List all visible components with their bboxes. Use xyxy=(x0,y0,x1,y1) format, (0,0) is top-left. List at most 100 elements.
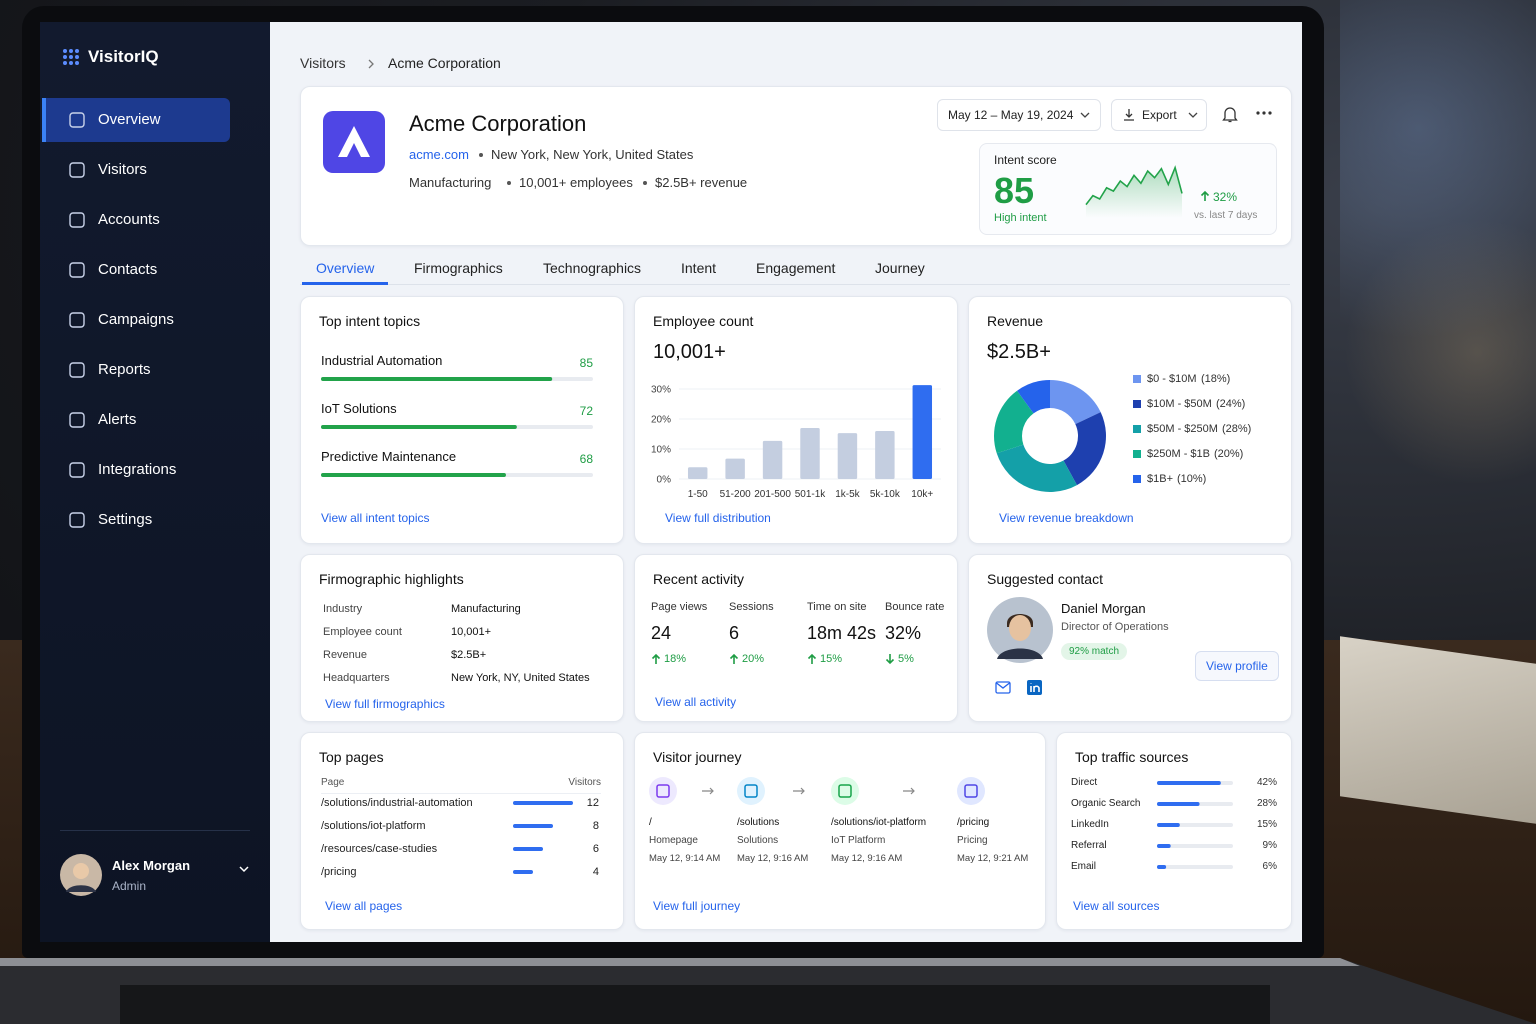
step-icon-glyph xyxy=(744,784,758,798)
source-name: Organic Search xyxy=(1071,798,1141,809)
more-icon[interactable] xyxy=(1255,109,1273,117)
main-panel: Visitors Acme Corporation Acme Corporation… xyxy=(270,22,1302,942)
nav-item[interactable]: Accounts xyxy=(42,198,226,242)
topic-score: 72 xyxy=(579,404,593,418)
tab[interactable]: Engagement xyxy=(756,260,836,276)
company-domain[interactable]: acme.com xyxy=(409,147,469,162)
y-tick-label: 0% xyxy=(657,475,672,486)
revenue-donut xyxy=(994,380,1106,492)
link[interactable]: View all pages xyxy=(325,899,403,913)
contact-avatar xyxy=(987,597,1053,663)
notifications-icon[interactable] xyxy=(1221,105,1239,123)
metric-value: 32% xyxy=(885,623,922,643)
contact-match: 92% match xyxy=(1061,643,1128,660)
download-icon xyxy=(1124,109,1134,121)
tab[interactable]: Intent xyxy=(681,260,717,276)
view-profile-button[interactable]: View profile xyxy=(1195,651,1279,681)
nav-label: Reports xyxy=(98,361,151,378)
legend-value: (18%) xyxy=(1201,373,1231,385)
sparkline-area xyxy=(1086,167,1182,218)
chevron xyxy=(1188,112,1198,118)
brand-dot xyxy=(63,49,67,53)
link[interactable]: View all intent topics xyxy=(321,511,430,525)
chevron xyxy=(1080,112,1090,118)
link[interactable]: View all sources xyxy=(1073,899,1160,913)
nav-item[interactable]: Alerts xyxy=(42,398,226,442)
date-range: May 12 – May 19, 2024 xyxy=(948,108,1074,122)
sparkline xyxy=(1085,165,1183,206)
x-tick-label: 501-1k xyxy=(795,489,827,500)
tabs-border xyxy=(300,284,1290,285)
column-header: Page xyxy=(321,777,345,788)
field-value: $2.5B+ xyxy=(451,649,487,661)
export-button[interactable]: Export xyxy=(1111,99,1207,131)
separator-dot xyxy=(507,181,511,185)
source-track xyxy=(1157,823,1233,827)
step-time: May 12, 9:14 AM xyxy=(649,853,721,864)
nav-icon xyxy=(69,462,85,478)
arrow-shape xyxy=(885,654,895,665)
deck-edge xyxy=(0,958,1360,966)
link[interactable]: View full firmographics xyxy=(325,697,445,711)
dot xyxy=(1256,111,1260,115)
step-icon xyxy=(737,777,765,805)
nav-item[interactable]: Visitors xyxy=(42,148,226,192)
legend-swatch xyxy=(1133,400,1141,408)
link[interactable]: View full distribution xyxy=(665,511,771,525)
user-role: Admin xyxy=(112,879,147,893)
tab[interactable]: Technographics xyxy=(543,260,642,276)
intent-title: Intent score xyxy=(994,153,1057,167)
legend-label: $250M - $1B xyxy=(1147,448,1210,460)
contact-role: Director of Operations xyxy=(1061,621,1169,633)
card-title: Top pages xyxy=(319,749,384,765)
arrow-shape xyxy=(702,787,714,795)
donut-segment xyxy=(1050,380,1101,425)
brand-dot xyxy=(63,61,67,65)
linkedin-icon[interactable] xyxy=(1027,680,1042,695)
tab[interactable]: Overview xyxy=(316,260,375,276)
breadcrumb-link[interactable]: Visitors xyxy=(300,55,346,71)
nav-item[interactable]: Settings xyxy=(42,498,226,542)
donut-segment xyxy=(994,390,1034,454)
revenue-total: $2.5B+ xyxy=(987,341,1051,363)
page-bar-track xyxy=(513,870,533,874)
source-bar xyxy=(1157,865,1167,869)
page-bar xyxy=(513,801,573,805)
download-shape xyxy=(1124,109,1134,121)
date-range-picker[interactable]: May 12 – May 19, 2024 xyxy=(937,99,1101,131)
avatar-body xyxy=(66,885,96,892)
tab[interactable]: Firmographics xyxy=(414,260,503,276)
card-title: Top intent topics xyxy=(319,313,421,329)
source-track xyxy=(1157,802,1233,806)
linkedin-mark xyxy=(1030,683,1040,692)
topic-track xyxy=(321,377,593,381)
nav-item[interactable]: Campaigns xyxy=(42,298,226,342)
step-time: May 12, 9:16 AM xyxy=(831,853,903,864)
arrow-up-icon xyxy=(651,653,661,664)
page-path: /pricing xyxy=(321,866,357,878)
link[interactable]: View full journey xyxy=(653,899,741,913)
nav-item[interactable]: Contacts xyxy=(42,248,226,292)
nav-item[interactable]: Integrations xyxy=(42,448,226,492)
nav-item[interactable]: Overview xyxy=(42,98,230,142)
topic-name: Industrial Automation xyxy=(321,353,443,368)
nav-item[interactable]: Reports xyxy=(42,348,226,392)
email-icon[interactable] xyxy=(995,681,1011,695)
company-revenue: $2.5B+ revenue xyxy=(655,175,748,190)
tab[interactable]: Journey xyxy=(875,260,925,276)
arrow-shape xyxy=(1200,190,1210,201)
step-icon xyxy=(957,777,985,805)
link[interactable]: View revenue breakdown xyxy=(999,511,1134,525)
company-name: Acme Corporation xyxy=(409,111,587,136)
link[interactable]: View all activity xyxy=(655,695,737,709)
activity-card: Recent activity Page views 24 18% Sessions 6 2… xyxy=(634,554,958,722)
field-label: Revenue xyxy=(323,649,368,661)
intent-score: 85 xyxy=(994,170,1035,211)
bar xyxy=(912,385,933,479)
mail-shape xyxy=(995,681,1011,694)
step-path: /pricing xyxy=(957,817,990,828)
nav-icon xyxy=(69,362,85,378)
card-title: Recent activity xyxy=(653,571,745,587)
source-share: 28% xyxy=(1256,798,1277,809)
nav-label: Accounts xyxy=(98,211,160,228)
